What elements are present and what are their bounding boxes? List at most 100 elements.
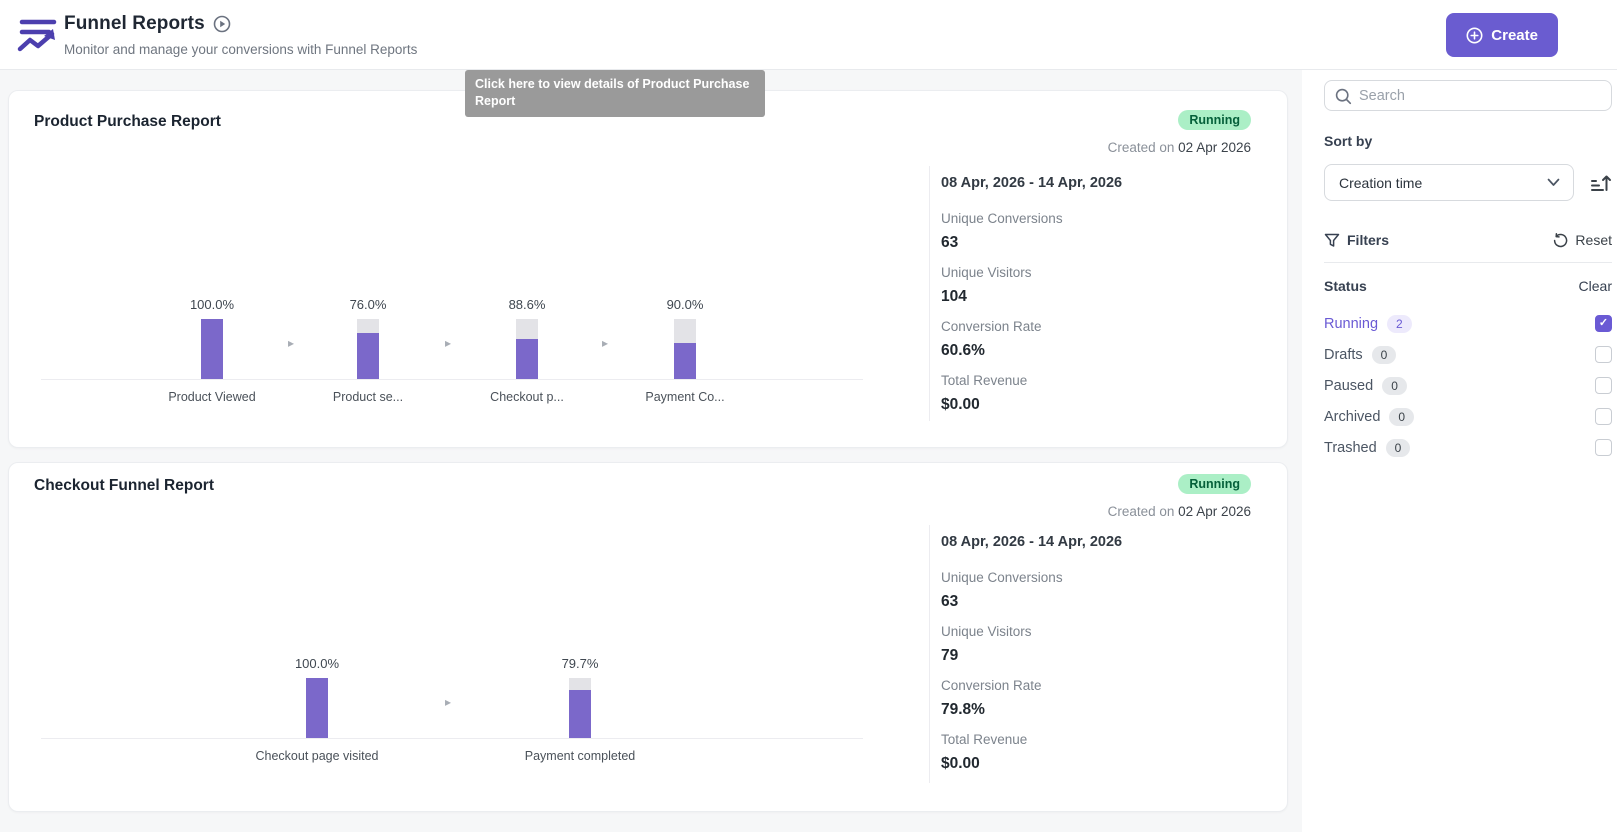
stat-value: 79 <box>941 647 959 664</box>
status-filter-trashed: Trashed 0 <box>1324 432 1612 463</box>
sort-dropdown-value: Creation time <box>1339 174 1423 191</box>
reset-filters-button[interactable]: Reset <box>1553 232 1612 248</box>
step-name: Product Viewed <box>168 390 256 404</box>
stat-value: 79.8% <box>941 701 985 718</box>
sort-by-label: Sort by <box>1324 133 1373 149</box>
step-arrow-icon: ▸ <box>445 336 452 350</box>
stat-label: Unique Visitors <box>941 624 1032 639</box>
funnel-baseline <box>41 738 863 739</box>
filter-count-badge: 0 <box>1382 376 1407 395</box>
funnel-step: 100.0% Checkout page visited <box>237 655 397 763</box>
funnel-step: 100.0% Product Viewed <box>132 296 292 404</box>
report-title[interactable]: Checkout Funnel Report <box>34 477 214 494</box>
report-details-tooltip: Click here to view details of Product Pu… <box>465 70 765 117</box>
status-filter-list: Running 2 ✓ Drafts 0 Paused 0 Archived 0 Trashed 0 <box>1324 308 1612 463</box>
filter-checkbox[interactable] <box>1595 346 1612 363</box>
stat-label: Total Revenue <box>941 373 1028 388</box>
funnel-baseline <box>41 379 863 380</box>
filter-label[interactable]: Running <box>1324 315 1379 332</box>
step-arrow-icon: ▸ <box>445 695 452 709</box>
stat-value: 63 <box>941 234 959 251</box>
stat-label: Total Revenue <box>941 732 1028 747</box>
chevron-down-icon <box>1547 178 1560 186</box>
step-percentage: 100.0% <box>189 297 235 312</box>
stat-item: Unique Visitors 104 <box>941 264 1241 308</box>
stat-label: Conversion Rate <box>941 678 1042 693</box>
status-filter-archived: Archived 0 <box>1324 401 1612 432</box>
stat-item: Total Revenue $0.00 <box>941 731 1241 775</box>
funnel-bar <box>516 319 538 379</box>
funnel-bar <box>569 678 591 738</box>
create-button[interactable]: Create <box>1446 13 1558 57</box>
filter-label[interactable]: Drafts <box>1324 346 1363 363</box>
report-card-checkout-funnel[interactable]: Checkout Funnel Report Running Created o… <box>8 462 1288 812</box>
step-arrow-icon: ▸ <box>288 336 295 350</box>
stat-label: Unique Visitors <box>941 265 1032 280</box>
date-range: 08 Apr, 2026 - 14 Apr, 2026 <box>941 534 1123 550</box>
search-box <box>1324 80 1612 111</box>
status-badge: Running <box>1178 110 1251 130</box>
stat-item: Conversion Rate 60.6% <box>941 318 1241 362</box>
funnel-step: 88.6% Checkout p... <box>447 296 607 404</box>
stats-divider <box>929 166 930 421</box>
stat-value: 60.6% <box>941 342 985 359</box>
reset-icon <box>1554 232 1568 247</box>
filter-count-badge: 0 <box>1389 407 1415 426</box>
stats-divider <box>929 525 930 783</box>
filter-label[interactable]: Trashed <box>1324 439 1377 456</box>
funnel-step: 76.0% Product se... <box>288 296 448 404</box>
funnel-reports-logo-icon <box>17 19 57 52</box>
play-video-icon[interactable] <box>213 15 231 33</box>
clear-status-button[interactable]: Clear <box>1578 278 1612 294</box>
step-percentage: 100.0% <box>294 656 340 671</box>
sort-dropdown[interactable]: Creation time <box>1324 164 1574 201</box>
funnel-bar <box>201 319 223 379</box>
step-percentage: 79.7% <box>561 656 599 671</box>
page-subtitle: Monitor and manage your conversions with… <box>64 42 418 57</box>
stat-value: $0.00 <box>941 396 980 413</box>
status-filter-paused: Paused 0 <box>1324 370 1612 401</box>
stat-value: 104 <box>941 288 967 305</box>
sort-ascending-icon <box>1591 175 1611 191</box>
filters-sidebar: Sort by Creation time <box>1324 80 1612 463</box>
stat-label: Conversion Rate <box>941 319 1042 334</box>
filter-label[interactable]: Paused <box>1324 377 1374 394</box>
step-name: Product se... <box>332 390 404 404</box>
funnel-step: 79.7% Payment completed <box>500 655 660 763</box>
stat-item: Unique Conversions 63 <box>941 210 1241 254</box>
step-name: Payment completed <box>524 749 636 763</box>
filter-label[interactable]: Archived <box>1324 408 1381 425</box>
filter-count-badge: 2 <box>1387 314 1412 333</box>
filters-heading: Filters <box>1324 232 1389 248</box>
filter-count-badge: 0 <box>1371 345 1397 364</box>
funnel-bar <box>357 319 379 379</box>
filter-checkbox[interactable] <box>1595 377 1612 394</box>
page-title: Funnel Reports <box>64 13 205 34</box>
step-percentage: 88.6% <box>508 297 546 312</box>
stat-item: Total Revenue $0.00 <box>941 372 1241 416</box>
filter-checkbox[interactable] <box>1595 408 1612 425</box>
status-badge: Running <box>1178 474 1251 494</box>
date-range: 08 Apr, 2026 - 14 Apr, 2026 <box>941 175 1123 191</box>
report-title[interactable]: Product Purchase Report <box>34 113 221 130</box>
stat-value: $0.00 <box>941 755 980 772</box>
filter-checkbox[interactable]: ✓ <box>1595 315 1612 332</box>
step-arrow-icon: ▸ <box>602 336 609 350</box>
stat-value: 63 <box>941 593 959 610</box>
search-input[interactable] <box>1359 82 1605 109</box>
report-card-product-purchase[interactable]: Product Purchase Report Running Created … <box>8 90 1288 448</box>
filter-checkbox[interactable] <box>1595 439 1612 456</box>
sort-direction-button[interactable] <box>1588 171 1612 195</box>
funnel-bar <box>674 319 696 379</box>
funnel-bar <box>306 678 328 738</box>
circle-plus-icon <box>1466 27 1483 43</box>
report-stats: 08 Apr, 2026 - 14 Apr, 2026 Unique Conve… <box>941 175 1241 426</box>
step-name: Payment Co... <box>645 390 725 404</box>
report-stats: 08 Apr, 2026 - 14 Apr, 2026 Unique Conve… <box>941 534 1241 785</box>
filter-count-badge: 0 <box>1385 438 1411 457</box>
stat-item: Conversion Rate 79.8% <box>941 677 1241 721</box>
search-icon <box>1335 88 1352 105</box>
status-filter-running: Running 2 ✓ <box>1324 308 1612 339</box>
page-header: Funnel Reports Monitor and manage your c… <box>0 0 1617 70</box>
